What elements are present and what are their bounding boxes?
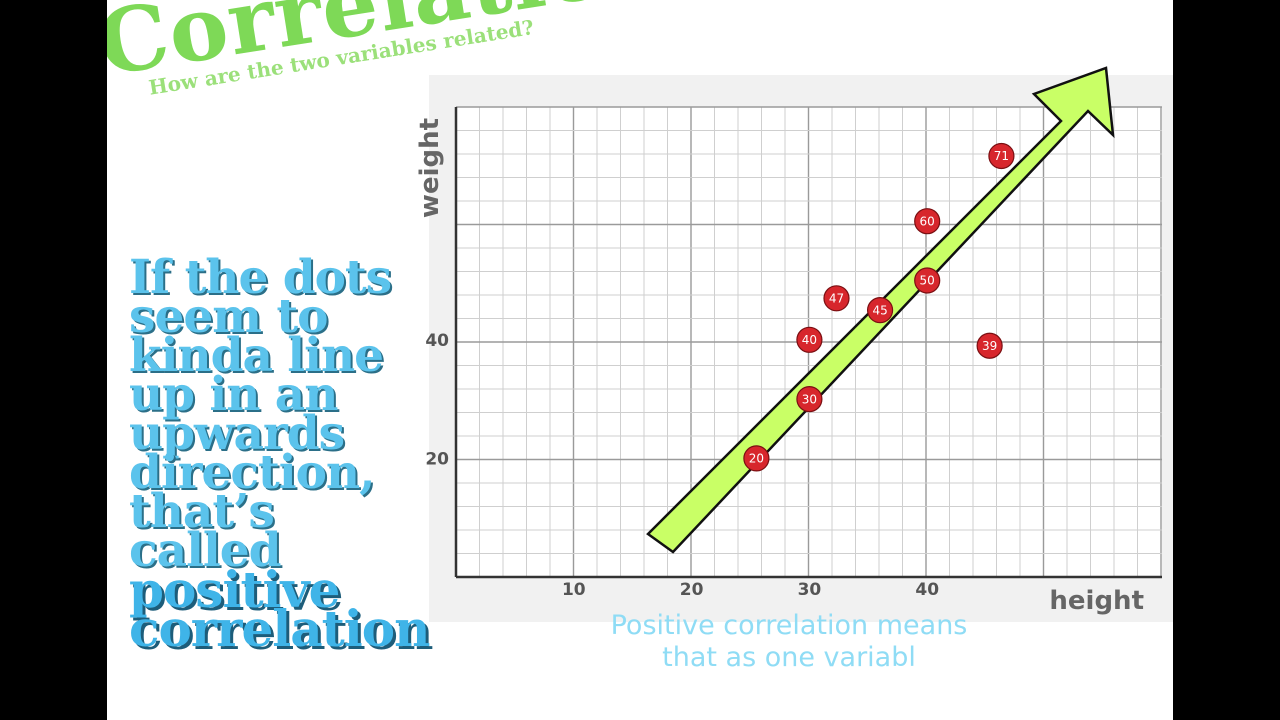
data-point: [796, 386, 823, 413]
slide: 10 20 30 40 20 40 height weight 20 30 40 47 45 50 60 39…: [107, 0, 1173, 720]
body-line: kinda line: [129, 328, 384, 383]
x-tick-label: 20: [680, 580, 704, 600]
x-tick-label: 10: [562, 580, 586, 600]
data-point-label: 60: [920, 214, 935, 228]
body-strong-line: correlation: [129, 599, 430, 658]
data-point: [988, 142, 1015, 170]
body-line: called: [129, 523, 282, 578]
data-point-label: 47: [829, 291, 844, 305]
data-point-label: 40: [802, 333, 817, 347]
scatter-chart: 10 20 30 40 20 40 height weight 20 30 40 47 45 50 60 39…: [415, 66, 1173, 622]
y-tick-label: 40: [425, 331, 449, 351]
body-line: up in an: [129, 367, 338, 422]
caption: Positive correlation means that as one v…: [559, 610, 1019, 674]
body-line: If the dots: [129, 250, 392, 305]
y-axis-label: weight: [415, 118, 445, 218]
data-point-label: 30: [802, 392, 817, 406]
data-point-label: 50: [920, 274, 935, 288]
x-tick-label: 40: [915, 580, 939, 600]
body-line: direction,: [129, 445, 375, 500]
data-point: [866, 297, 894, 324]
data-point: [976, 332, 1003, 359]
data-point-label: 45: [872, 303, 887, 317]
data-point: [914, 267, 941, 294]
data-point-label: 20: [749, 452, 764, 466]
body-strong-line: positive: [129, 560, 340, 619]
data-point-label: 71: [994, 149, 1009, 163]
body-text: If the dots seem to kinda line up in an …: [129, 250, 549, 658]
body-line: seem to: [129, 289, 328, 344]
data-point-label: 39: [982, 339, 997, 353]
data-point: [914, 208, 941, 235]
data-point: [743, 445, 770, 472]
x-tick-label: 30: [798, 580, 822, 600]
data-point: [796, 326, 823, 353]
body-line: upwards: [129, 406, 345, 461]
data-point: [823, 285, 850, 312]
caption-line: that as one variabl: [662, 642, 916, 673]
body-line: that’s: [129, 484, 275, 539]
x-axis-label: height: [1049, 586, 1144, 616]
y-tick-label: 20: [425, 449, 449, 469]
caption-line: Positive correlation means: [610, 610, 968, 641]
